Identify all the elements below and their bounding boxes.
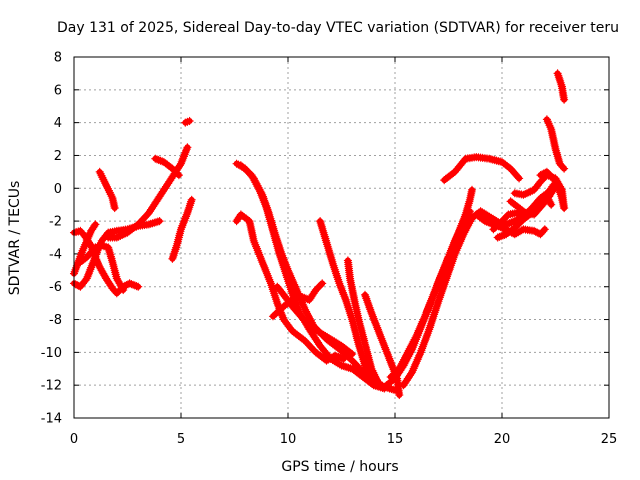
series-markers — [181, 116, 194, 127]
y-tick-label: 8 — [54, 51, 62, 66]
series-markers — [440, 153, 524, 185]
y-tick-label: -10 — [41, 346, 62, 361]
series-arc-14 — [273, 282, 357, 359]
series-markers — [95, 167, 119, 213]
series-arc-7 — [151, 154, 183, 180]
chart-title: Day 131 of 2025, Sidereal Day-to-day VTE… — [57, 20, 619, 36]
data-series — [69, 69, 569, 400]
series-arc-15 — [316, 217, 387, 391]
y-tick-label: 4 — [54, 116, 62, 131]
series-markers — [536, 167, 569, 213]
y-tick-label: -4 — [49, 247, 62, 262]
series-markers — [542, 115, 569, 173]
x-tick-label: 0 — [70, 432, 78, 447]
x-tick-label: 15 — [387, 432, 404, 447]
series-markers — [168, 195, 196, 263]
y-tick-label: -12 — [41, 379, 62, 394]
series-markers — [151, 154, 183, 180]
y-tick-label: 6 — [54, 83, 62, 98]
series-markers — [553, 69, 569, 104]
y-tick-label: 0 — [54, 182, 62, 197]
series-arc-21 — [423, 185, 477, 316]
plot-frame — [73, 56, 610, 419]
series-arc-20 — [399, 207, 507, 390]
x-tick-label: 10 — [280, 432, 297, 447]
series-arc-31 — [506, 192, 554, 219]
series-arc-9 — [181, 116, 194, 127]
y-tick-label: -14 — [41, 412, 62, 427]
x-tick-label: 20 — [494, 432, 511, 447]
series-arc-22 — [440, 153, 524, 185]
y-tick-label: -6 — [49, 280, 62, 295]
series-markers — [399, 207, 507, 390]
series-markers — [343, 256, 382, 386]
series-markers — [316, 217, 387, 391]
y-tick-label: 2 — [54, 149, 62, 164]
series-arc-29 — [553, 69, 569, 104]
y-tick-label: -2 — [49, 215, 62, 230]
series-markers — [273, 282, 357, 359]
series-markers — [423, 185, 477, 316]
series-markers — [76, 241, 128, 295]
series-arc-5 — [76, 241, 128, 295]
series-arc-4 — [95, 167, 119, 213]
x-tick-label: 25 — [601, 432, 618, 447]
series-markers — [506, 192, 554, 219]
y-tick-label: -8 — [49, 313, 62, 328]
series-arc-16 — [343, 256, 382, 386]
series-arc-28 — [542, 115, 569, 173]
x-axis-label: GPS time / hours — [281, 459, 398, 475]
series-arc-8 — [168, 195, 196, 263]
axis-ticks: 0 5 10 15 20 25 -14 -12 -10 -8 -6 -4 -2 0 2 4 6 8 — [41, 51, 618, 448]
series-arc-30 — [536, 167, 569, 213]
x-tick-label: 5 — [177, 432, 185, 447]
y-axis-label: SDTVAR / TECUs — [7, 181, 23, 296]
